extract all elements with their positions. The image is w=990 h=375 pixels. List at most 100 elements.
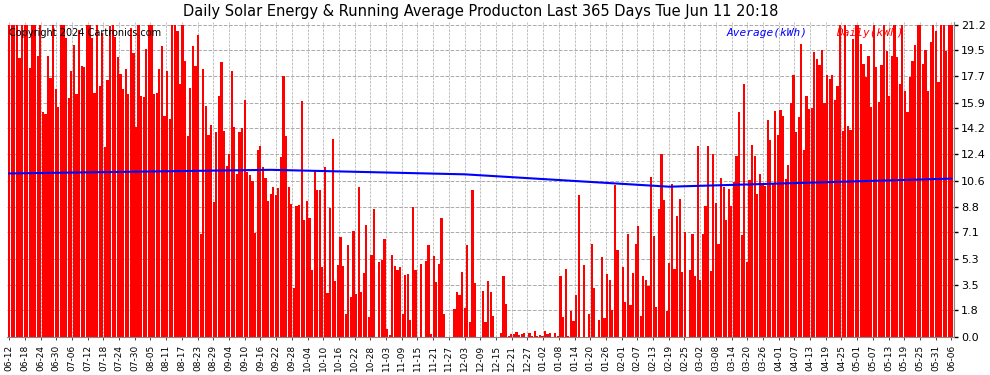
Bar (614, 185, 616, 337)
Bar (112, 25, 114, 337)
Bar (813, 52, 816, 337)
Text: Copyright 2024 Cartronics.com: Copyright 2024 Cartronics.com (10, 28, 161, 38)
Bar (694, 276, 696, 337)
Bar (391, 255, 393, 337)
Bar (26, 25, 29, 337)
Bar (891, 56, 893, 337)
Bar (764, 186, 766, 337)
Bar (21, 25, 23, 337)
Bar (803, 150, 805, 337)
Bar (173, 25, 176, 337)
Bar (774, 111, 776, 337)
Bar (78, 30, 80, 337)
Bar (745, 262, 748, 337)
Bar (782, 116, 784, 337)
Bar (508, 336, 510, 337)
Bar (254, 233, 256, 337)
Bar (839, 25, 842, 337)
Bar (303, 220, 305, 337)
Bar (880, 65, 883, 337)
Bar (640, 316, 642, 337)
Bar (854, 25, 856, 337)
Bar (870, 107, 872, 337)
Bar (40, 25, 42, 337)
Bar (772, 184, 774, 337)
Bar (604, 318, 606, 337)
Bar (37, 56, 39, 337)
Bar (766, 120, 768, 337)
Bar (179, 84, 181, 337)
Bar (564, 269, 567, 337)
Bar (635, 244, 637, 337)
Bar (500, 333, 502, 337)
Bar (779, 111, 782, 337)
Bar (748, 180, 750, 337)
Bar (852, 39, 854, 337)
Bar (158, 69, 160, 337)
Bar (655, 308, 657, 337)
Bar (24, 25, 26, 337)
Bar (259, 146, 261, 337)
Bar (352, 231, 354, 337)
Bar (505, 304, 507, 337)
Bar (624, 302, 627, 337)
Bar (394, 266, 396, 337)
Bar (893, 25, 896, 337)
Bar (577, 195, 580, 337)
Bar (34, 25, 37, 337)
Bar (627, 234, 629, 337)
Bar (673, 269, 675, 337)
Bar (54, 89, 56, 337)
Bar (542, 336, 544, 337)
Bar (556, 336, 559, 337)
Bar (146, 49, 148, 337)
Bar (166, 71, 168, 337)
Bar (365, 225, 367, 337)
Bar (904, 91, 906, 337)
Bar (335, 281, 337, 337)
Bar (790, 103, 792, 337)
Bar (117, 57, 119, 337)
Bar (295, 206, 298, 337)
Bar (407, 274, 409, 337)
Bar (181, 25, 184, 337)
Bar (712, 154, 715, 337)
Bar (443, 314, 446, 337)
Bar (59, 25, 62, 337)
Bar (518, 335, 520, 337)
Bar (837, 86, 839, 337)
Bar (135, 127, 137, 337)
Bar (32, 25, 34, 337)
Bar (11, 25, 13, 337)
Bar (368, 317, 370, 337)
Bar (234, 127, 236, 337)
Bar (945, 51, 947, 337)
Bar (611, 310, 614, 337)
Bar (638, 226, 640, 337)
Bar (277, 188, 279, 337)
Bar (896, 57, 898, 337)
Bar (327, 293, 329, 337)
Bar (668, 263, 670, 337)
Bar (940, 25, 942, 337)
Bar (829, 78, 831, 337)
Bar (290, 204, 292, 337)
Bar (436, 282, 438, 337)
Bar (357, 187, 359, 337)
Bar (298, 205, 300, 337)
Bar (539, 334, 541, 337)
Bar (684, 232, 686, 337)
Bar (324, 167, 326, 337)
Bar (938, 82, 940, 337)
Bar (821, 50, 823, 337)
Bar (715, 202, 717, 337)
Bar (513, 334, 515, 337)
Bar (875, 67, 877, 337)
Bar (725, 220, 728, 337)
Bar (510, 334, 513, 337)
Bar (42, 112, 44, 337)
Bar (787, 165, 789, 337)
Bar (777, 135, 779, 337)
Bar (920, 25, 922, 337)
Bar (73, 45, 75, 337)
